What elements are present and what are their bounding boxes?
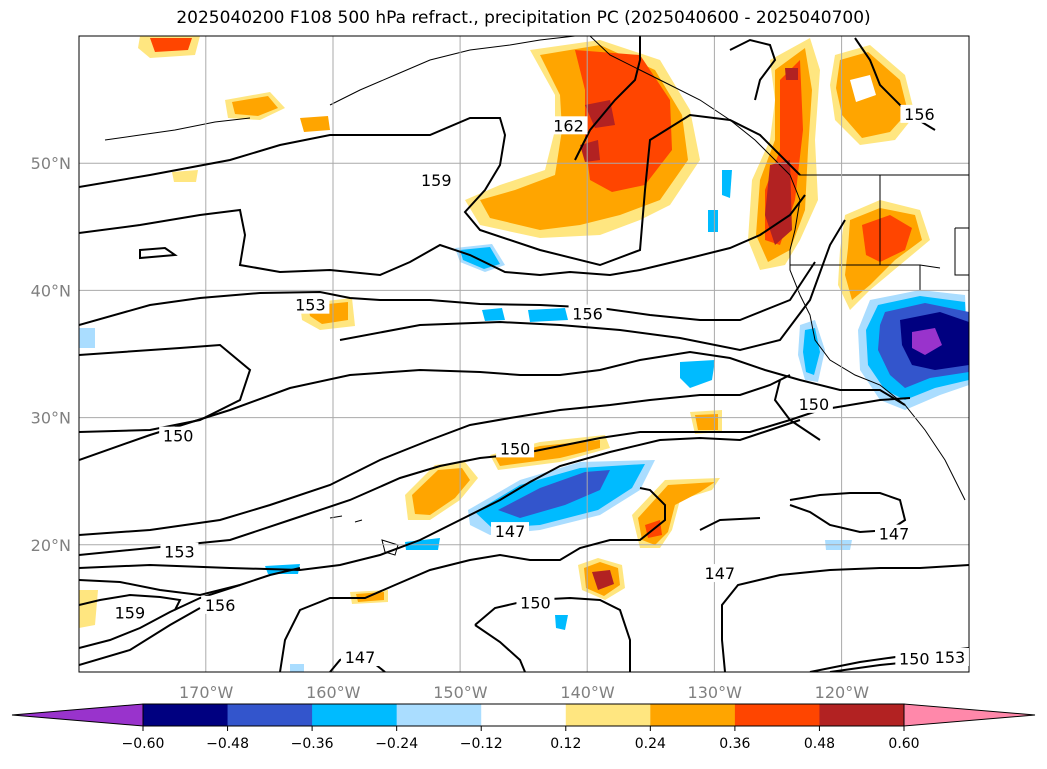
contour-labels: 162 159 156 153 156 150 150 150 147 147 147 153 159 1… [110, 104, 969, 668]
colorbar-segment [143, 704, 229, 726]
contour-label: 147 [345, 648, 376, 667]
contour-label-background [900, 104, 939, 123]
contour-label: 150 [799, 395, 830, 414]
colorbar-tick-label: −0.60 [122, 736, 165, 752]
gridlines [79, 36, 969, 672]
contour-label: 156 [904, 105, 935, 124]
contour-label-background [496, 439, 535, 458]
contour-label-background [159, 426, 198, 445]
contour-label-background [340, 648, 379, 667]
lat-tick-label: 50°N [31, 154, 71, 173]
contour-label: 150 [500, 439, 531, 458]
contour-label-background [516, 593, 555, 612]
colorbar-tick-label: −0.24 [375, 736, 418, 752]
colorbar-segment [312, 704, 398, 726]
contour-label-background [160, 542, 199, 561]
lon-tick-label: 130°W [688, 683, 743, 702]
lat-tick-label: 40°N [31, 281, 71, 300]
latitude-labels: 50°N 40°N 30°N 20°N [31, 154, 71, 555]
colorbar-segment [396, 704, 482, 726]
colorbar-segment [819, 704, 905, 726]
contour-label-background [201, 595, 240, 614]
colorbar-frame [142, 703, 905, 727]
colorbar-tick-label: −0.12 [460, 736, 503, 752]
map-title: 2025040200 F108 500 hPa refract., precip… [176, 8, 871, 28]
colorbar-tick-label: 0.60 [888, 736, 919, 752]
contour-label: 150 [163, 427, 194, 446]
longitude-labels: 170°W 160°W 150°W 140°W 130°W 120°W [179, 683, 869, 702]
colorbar-tick-label: 0.48 [804, 736, 835, 752]
colorbar-segment [227, 704, 313, 726]
lat-tick-label: 30°N [31, 409, 71, 428]
colorbar-segment [565, 704, 651, 726]
coastlines [104, 36, 969, 556]
contour-label: 150 [520, 593, 551, 612]
contour-label-background [417, 171, 456, 190]
colorbar: −0.60 −0.48 −0.36 −0.24 −0.12 0.12 0.24 0.36 0.4… [11, 703, 1036, 752]
lon-tick-label: 120°W [815, 683, 870, 702]
contour-label: 159 [421, 171, 452, 190]
contour-label-background [491, 522, 530, 541]
contour-label: 147 [495, 522, 526, 541]
colorbar-tick-label: 0.12 [550, 736, 581, 752]
precip-shading [79, 36, 969, 672]
colorbar-segment [481, 704, 567, 726]
contour-label: 153 [295, 296, 326, 315]
contour-label-background [568, 304, 607, 323]
contour-label: 159 [115, 603, 146, 622]
contour-label-background [874, 524, 913, 543]
contour-label: 147 [879, 525, 910, 544]
lon-tick-label: 150°W [433, 683, 488, 702]
contour-label-background [549, 116, 588, 135]
contour-label-background [110, 603, 149, 622]
map-frame [78, 35, 970, 673]
contour-label-background [794, 394, 833, 413]
colorbar-extend-low [11, 703, 144, 727]
contour-label: 156 [572, 305, 603, 324]
colorbar-tick-label: −0.36 [291, 736, 334, 752]
lon-tick-label: 140°W [560, 683, 615, 702]
colorbar-tick-label: 0.36 [719, 736, 750, 752]
lon-tick-label: 160°W [306, 683, 361, 702]
colorbar-extend-high [903, 703, 1036, 727]
contour-label: 153 [935, 648, 966, 667]
contour-label: 153 [164, 542, 195, 561]
lat-tick-label: 20°N [31, 536, 71, 555]
contour-label: 150 [899, 649, 930, 668]
colorbar-tick-label: 0.24 [635, 736, 666, 752]
contour-label-background [895, 649, 934, 668]
contour-label: 162 [553, 116, 584, 135]
colorbar-tick-label: −0.48 [206, 736, 249, 752]
map-area [79, 36, 969, 672]
contour-label-background [700, 564, 739, 583]
colorbar-segment [734, 704, 820, 726]
colorbar-segment [650, 704, 736, 726]
contour-label: 156 [205, 596, 236, 615]
contour-label-background [930, 648, 969, 667]
contour-label-background [291, 295, 330, 314]
lon-tick-label: 170°W [179, 683, 234, 702]
contour-label: 147 [705, 564, 736, 583]
